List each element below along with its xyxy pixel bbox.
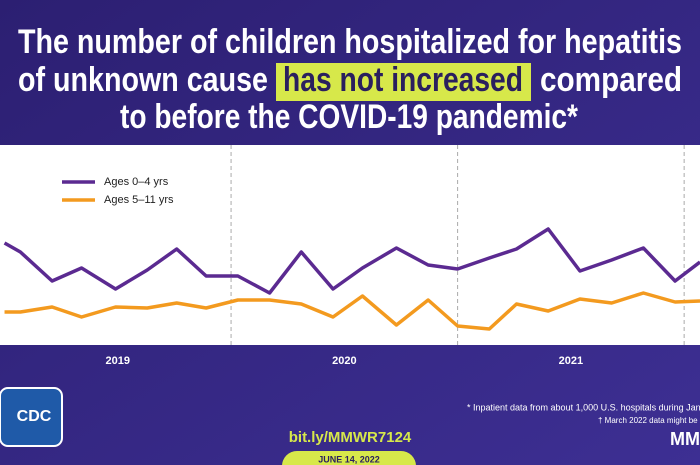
- line-series: [4, 291, 700, 331]
- x-tick-label: 2021: [559, 355, 583, 367]
- title-line: of unknown cause: [18, 61, 268, 99]
- legend-label: Ages 5–11 yrs: [104, 194, 174, 206]
- line-series: [3, 227, 700, 295]
- logo-text: CDC: [17, 408, 52, 425]
- footnote: * Inpatient data from about 1,000 U.S. h…: [467, 402, 700, 412]
- legend-label: Ages 0–4 yrs: [104, 176, 169, 188]
- x-tick-label: 2019: [106, 355, 130, 367]
- title-line: to before the COVID-19 pandemic*: [120, 98, 579, 136]
- logo-box: [0, 387, 63, 447]
- title-line: compared: [540, 61, 682, 99]
- chart-panel: [0, 145, 700, 345]
- title-line: The number of children hospitalized for …: [18, 23, 682, 61]
- link: bit.ly/MMWR7124: [289, 429, 412, 446]
- highlight-box: [276, 63, 531, 101]
- date: JUNE 14, 2022: [318, 454, 380, 464]
- x-tick-label: 2020: [332, 355, 356, 367]
- date-pill: [282, 451, 416, 465]
- footnote: † March 2022 data might be u: [598, 416, 700, 425]
- brand: MMWR: [670, 429, 700, 449]
- title-highlight: has not increased: [283, 61, 523, 99]
